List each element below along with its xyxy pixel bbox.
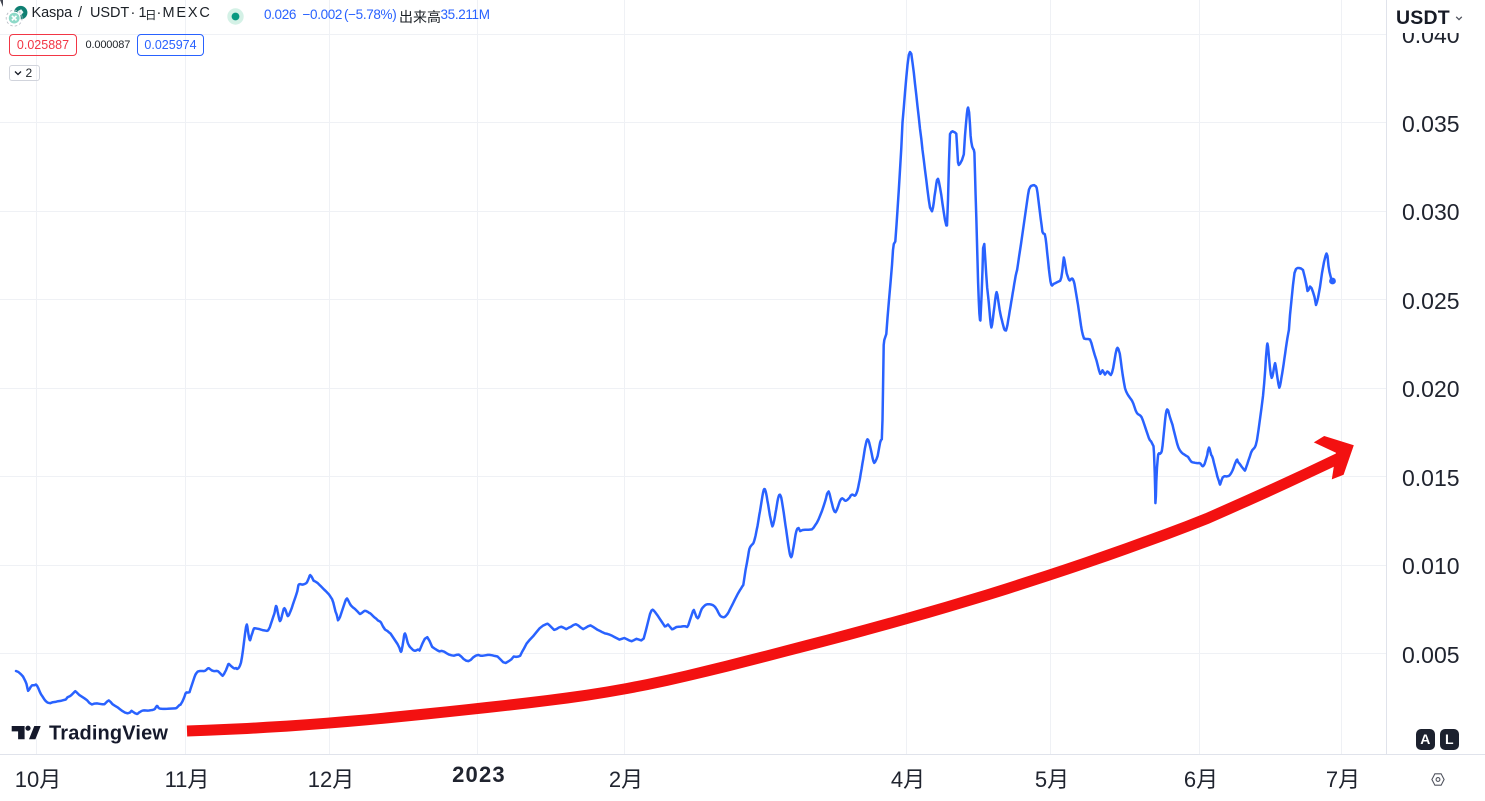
svg-text:TradingView: TradingView (49, 725, 168, 745)
